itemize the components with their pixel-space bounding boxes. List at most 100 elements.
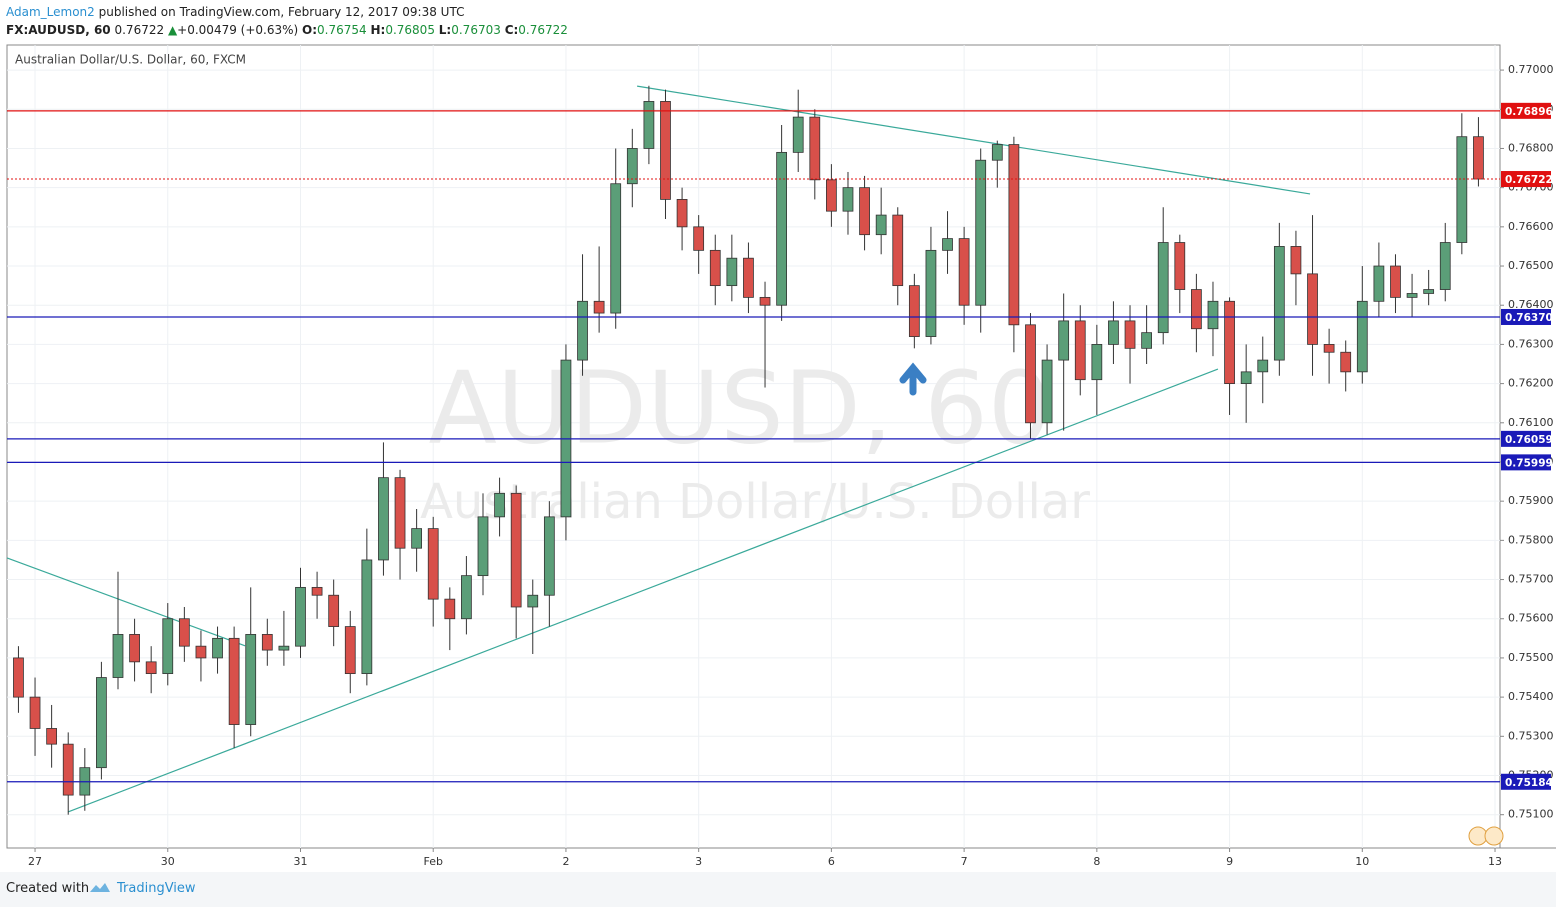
trend-line: [67, 368, 1219, 813]
o: 0.76754: [317, 23, 367, 37]
up-arrow: ▲: [167, 23, 178, 37]
y-tick-label: 0.75700: [1508, 573, 1554, 586]
o-label: O:: [302, 23, 318, 37]
candle-body: [1224, 300, 1235, 385]
h: 0.76805: [385, 23, 435, 37]
candle-body: [1191, 289, 1202, 330]
publish-line: Adam_Lemon2 published on TradingView.com…: [6, 3, 568, 21]
candle-body: [842, 187, 854, 212]
candle-body: [1207, 300, 1219, 330]
candle-body: [344, 626, 356, 675]
candle-body: [477, 516, 489, 577]
candle-body: [610, 183, 622, 314]
candle-body: [1390, 265, 1401, 298]
watermark: AUDUSD, 60: [428, 349, 1051, 466]
candle-body: [908, 285, 920, 337]
candle-body: [1058, 320, 1070, 361]
candle-body: [1456, 136, 1468, 243]
level-label: 0.76896: [1505, 106, 1553, 118]
candle-body: [46, 728, 58, 745]
candle-body: [1323, 344, 1335, 353]
candle-body: [1439, 242, 1451, 290]
candle-body: [1373, 265, 1385, 302]
x-tick-label: 30: [161, 855, 175, 868]
y-tick-label: 0.76800: [1508, 141, 1554, 154]
candle-body: [427, 528, 439, 600]
x-tick-label: 31: [293, 855, 307, 868]
level-label: 0.76059: [1505, 434, 1553, 446]
event-icon[interactable]: [1484, 826, 1504, 846]
x-tick-label: 10: [1355, 855, 1369, 868]
candle-body: [1473, 136, 1484, 180]
candle-body: [245, 634, 257, 725]
level-tag: [1501, 430, 1551, 447]
candle-body: [494, 492, 505, 518]
candle-body: [1257, 359, 1269, 373]
y-tick-label: 0.76600: [1508, 220, 1554, 233]
x-tick-label: Feb: [423, 855, 442, 868]
candle-body: [1141, 332, 1152, 349]
y-tick-label: 0.77000: [1508, 63, 1554, 76]
level-label: 0.76370: [1505, 312, 1553, 324]
candle-body: [1406, 293, 1418, 298]
candle-body: [543, 516, 555, 596]
author[interactable]: Adam_Lemon2: [6, 5, 95, 19]
candle-body: [461, 575, 472, 620]
candle-body: [29, 696, 41, 729]
candle-body: [444, 598, 456, 620]
brand[interactable]: TradingView: [117, 881, 196, 896]
candle-body: [328, 594, 340, 627]
x-tick-label: 2: [562, 855, 569, 868]
candle-body: [62, 743, 74, 796]
candle-body: [759, 296, 771, 306]
candle-body: [1423, 289, 1435, 294]
event-icon[interactable]: [1468, 826, 1488, 846]
trend-line: [6, 557, 246, 647]
candle-body: [1008, 144, 1020, 326]
candle-body: [726, 257, 738, 287]
candle-body: [1307, 273, 1318, 345]
level-label: 0.75184: [1505, 777, 1553, 789]
y-tick-label: 0.75900: [1508, 494, 1554, 507]
y-tick-label: 0.75400: [1508, 690, 1554, 703]
chart: AUDUSD, 60 Australian Dollar/U.S. Dollar…: [6, 44, 1556, 868]
y-tick-label: 0.76500: [1508, 259, 1554, 272]
watermark-sub: Australian Dollar/U.S. Dollar: [420, 474, 1090, 530]
candle-body: [942, 238, 953, 251]
candle-body: [112, 634, 124, 678]
x-tick-label: 9: [1226, 855, 1233, 868]
candle-body: [792, 116, 804, 153]
x-tick-label: 3: [695, 855, 702, 868]
y-tick-label: 0.76200: [1508, 377, 1554, 390]
candle-body: [361, 559, 373, 675]
candle-body: [1356, 300, 1368, 373]
c-label: C:: [504, 23, 519, 37]
x-tick-label: 8: [1093, 855, 1100, 868]
candle-body: [859, 187, 870, 236]
y-tick-label: 0.76100: [1508, 416, 1554, 429]
level-tag: [1501, 308, 1551, 325]
candle-body: [1290, 246, 1302, 275]
level-tag: [1501, 773, 1551, 790]
header: Adam_Lemon2 published on TradingView.com…: [6, 3, 568, 39]
c: 0.76722: [518, 23, 568, 37]
candle-body: [958, 238, 970, 306]
candle-body: [1240, 371, 1252, 385]
candle-body: [709, 249, 721, 287]
y-tick-label: 0.75100: [1508, 808, 1554, 821]
candle-body: [1025, 324, 1036, 424]
candle-body: [660, 101, 671, 200]
l-label: L:: [438, 23, 452, 37]
candle-body: [975, 159, 987, 306]
candle-body: [295, 586, 306, 647]
candle-body: [875, 214, 887, 236]
candle-body: [228, 637, 240, 725]
x-tick-label: 27: [28, 855, 42, 868]
candle-body: [145, 661, 157, 675]
change: +0.00479 (+0.63%): [177, 23, 299, 37]
candle-body: [1108, 320, 1119, 345]
candle-body: [212, 637, 223, 659]
created-with: Created with: [6, 881, 90, 896]
candle-body: [96, 677, 107, 769]
